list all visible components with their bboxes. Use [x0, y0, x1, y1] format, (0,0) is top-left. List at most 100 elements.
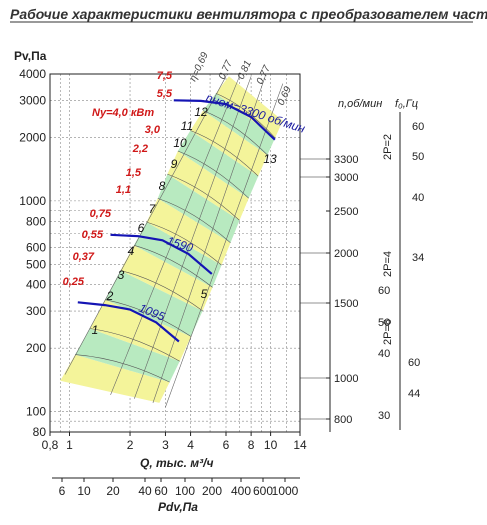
x-tick-label: 10 — [264, 438, 278, 452]
pdv-tick-label: 20 — [106, 484, 120, 498]
pdv-tick-label: 100 — [175, 484, 195, 498]
pole-group-label-2p6: 2P=6 — [382, 319, 394, 345]
y-axis-label: Pv,Па — [14, 49, 47, 63]
zone-label: 6 — [138, 221, 145, 235]
zone-strip — [177, 130, 259, 199]
zone-boundary — [177, 150, 249, 199]
speed-curve — [77, 301, 180, 343]
pdv-tick-label: 40 — [138, 484, 152, 498]
power-label: 3,0 — [145, 124, 161, 136]
pdv-tick-label: 60 — [154, 484, 168, 498]
speed-tick-label: 800 — [334, 414, 352, 426]
power-label: 0,37 — [73, 251, 95, 263]
x-tick-label: 8 — [248, 438, 255, 452]
y-tick-label: 400 — [26, 278, 46, 292]
zone-boundary — [89, 328, 180, 362]
y-tick-label: 600 — [26, 241, 46, 255]
power-label: 0,55 — [82, 229, 104, 241]
zone-label: 10 — [173, 136, 187, 150]
freq-tick-label: 50 — [412, 151, 424, 163]
power-label: 1,5 — [126, 167, 142, 179]
zone-strip — [167, 151, 249, 221]
power-label: 0,25 — [63, 276, 85, 288]
freq-axis-label: f₀,Гц — [395, 98, 418, 110]
zone-label: 5 — [201, 287, 208, 301]
efficiency-line — [64, 76, 227, 375]
y-tick-label: 4000 — [19, 67, 46, 81]
power-label: 2,2 — [132, 143, 148, 155]
speed-tick-label: 1500 — [334, 298, 358, 310]
zone-strip — [146, 198, 231, 266]
y-tick-label: 200 — [26, 341, 46, 355]
efficiency-line — [165, 83, 284, 408]
power-label: 0,75 — [90, 208, 112, 220]
zone-boundary — [105, 299, 192, 337]
zone-strip — [157, 174, 240, 243]
pdv-tick-label: 200 — [202, 484, 222, 498]
speed-tick-label: 2500 — [334, 206, 358, 218]
freq-tick-label: 40 — [378, 348, 390, 360]
zone-label: 12 — [194, 105, 208, 119]
power-header: Nу=4,0 кВт — [92, 107, 154, 119]
zone-label: 4 — [128, 244, 135, 258]
pdv-tick-label: 400 — [231, 484, 251, 498]
freq-tick-label: 44 — [408, 388, 420, 400]
speed-curve — [173, 99, 276, 141]
zone-label: 9 — [171, 157, 178, 171]
power-label: 1,1 — [116, 184, 131, 196]
zone-label: 2 — [106, 289, 114, 303]
zone-boundary — [120, 270, 203, 312]
zone-boundary — [215, 93, 276, 139]
speed-curves — [77, 99, 276, 343]
pdv-tick-label: 600 — [253, 484, 273, 498]
y-tick-label: 300 — [26, 304, 46, 318]
zone-label: 8 — [159, 179, 166, 193]
freq-tick-label: 60 — [378, 285, 390, 297]
x-tick-label: 14 — [293, 438, 307, 452]
zone-strip — [105, 270, 203, 337]
zone-boundary — [167, 173, 240, 221]
freq-tick-label: 50 — [378, 317, 390, 329]
speed-axis-label: n,об/мин — [338, 98, 382, 110]
pole-group-label-2p4: 2P=4 — [382, 251, 394, 277]
x-tick-label: 0,8 — [42, 438, 59, 452]
axes: 4000 3000 2000 1000 800 600 500 400 300 200 100 80 P… — [14, 49, 424, 514]
zone-strip — [120, 245, 213, 311]
efficiency-line — [152, 76, 266, 403]
zone-label: 11 — [181, 119, 193, 133]
pdv-axis-label: Pdv,Па — [158, 500, 198, 514]
zone-label: 13 — [263, 152, 277, 166]
y-tick-label: 800 — [26, 214, 46, 228]
efficiency-line — [110, 76, 240, 396]
zone-boundary — [146, 221, 222, 266]
x-tick-label: 2 — [127, 438, 134, 452]
y-tick-label: 1000 — [19, 194, 46, 208]
x-tick-label: 4 — [187, 438, 194, 452]
zone-strip — [60, 354, 170, 403]
zone-label: 1 — [92, 323, 99, 337]
zone-boundary — [133, 245, 213, 288]
y-tick-label: 500 — [26, 257, 46, 271]
pole-group-label-2p2: 2P=2 — [382, 134, 394, 160]
chart-title: Рабочие характеристики вентилятора с пре… — [10, 6, 487, 22]
pdv-tick-label: 1000 — [272, 484, 299, 498]
speed-tick-label: 1000 — [334, 373, 358, 385]
y-tick-label: 3000 — [19, 93, 46, 107]
zone-strip — [75, 328, 180, 383]
zone-strip — [203, 93, 276, 155]
efficiency-line — [134, 76, 252, 399]
freq-tick-label: 40 — [412, 192, 424, 204]
freq-tick-label: 34 — [412, 252, 424, 264]
speed-tick-label: 3300 — [334, 154, 358, 166]
speed-tick-label: 2000 — [334, 248, 358, 260]
zone-boundary — [75, 354, 170, 383]
x-tick-label: 1 — [66, 438, 73, 452]
speed-tick-label: 3000 — [334, 172, 358, 184]
x-tick-label: 6 — [223, 438, 230, 452]
freq-tick-label: 60 — [412, 121, 424, 133]
pdv-tick-label: 10 — [77, 484, 91, 498]
zone-boundary — [157, 198, 231, 244]
zone-label: 3 — [118, 268, 125, 282]
pdv-tick-label: 6 — [59, 484, 66, 498]
